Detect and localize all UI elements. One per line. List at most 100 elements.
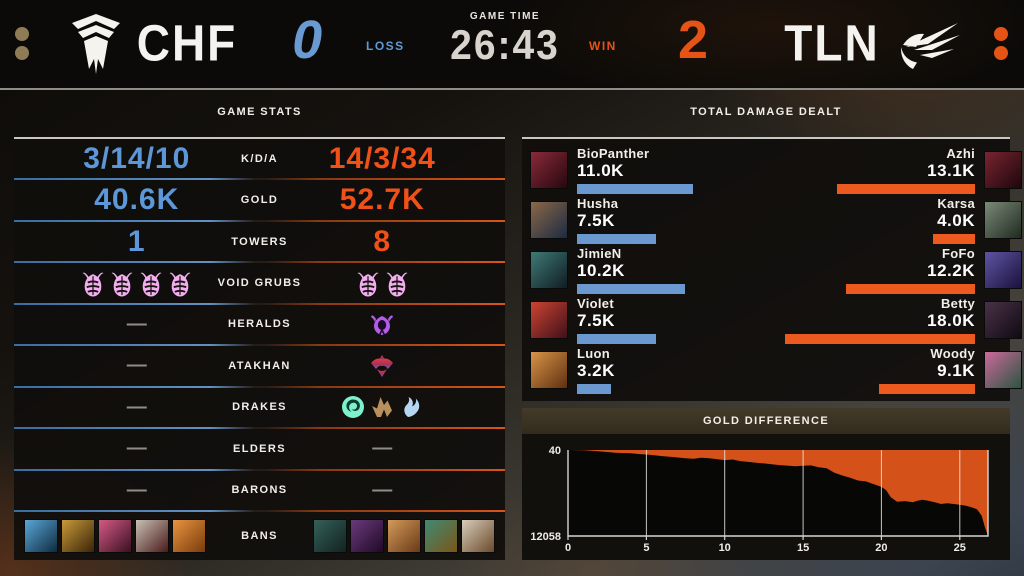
stat-row-drakes: — DRAKES bbox=[14, 388, 505, 427]
damage-right: Karsa 4.0K bbox=[776, 196, 984, 244]
stat-value: 40.6K bbox=[94, 183, 180, 217]
ban-portrait bbox=[98, 518, 132, 553]
player-name: Luon bbox=[577, 346, 610, 361]
gold-difference-header: GOLD DIFFERENCE bbox=[522, 408, 1010, 434]
damage-row: Luon 3.2K Woody 9.1K bbox=[530, 345, 1022, 395]
stat-value: 8 bbox=[373, 224, 392, 258]
champion-portrait bbox=[530, 151, 568, 189]
dot-icon bbox=[15, 46, 29, 60]
damage-value: 10.2K bbox=[577, 261, 625, 280]
damage-bar-track bbox=[577, 184, 767, 194]
stat-value: 3/14/10 bbox=[83, 141, 191, 175]
svg-text:25: 25 bbox=[954, 542, 966, 554]
stat-left-value: 3/14/10 bbox=[14, 142, 260, 176]
stat-row-elders: — ELDERS — bbox=[14, 429, 505, 468]
header-divider bbox=[522, 137, 1010, 139]
void-grub-icon bbox=[168, 270, 192, 297]
stat-left-value bbox=[14, 518, 260, 553]
row-divider bbox=[14, 468, 505, 471]
damage-value: 13.1K bbox=[927, 161, 975, 180]
left-team-score: 0 bbox=[287, 10, 329, 70]
row-divider bbox=[14, 219, 505, 222]
damage-left: Husha 7.5K bbox=[568, 196, 776, 244]
svg-text:12058: 12058 bbox=[530, 531, 561, 543]
damage-bar bbox=[846, 284, 975, 294]
dash: — bbox=[126, 354, 147, 377]
champion-portrait bbox=[530, 201, 568, 239]
stat-left-value: 1 bbox=[14, 225, 260, 259]
dash: — bbox=[372, 437, 393, 460]
game-stats-title: GAME STATS bbox=[217, 106, 302, 118]
game-time-label: GAME TIME bbox=[469, 11, 541, 22]
stat-left-value: 40.6K bbox=[14, 183, 260, 217]
damage-bar-track bbox=[785, 334, 975, 344]
stat-row-void-grubs: VOID GRUBS bbox=[14, 263, 505, 302]
damage-value: 4.0K bbox=[937, 211, 975, 230]
left-team-dots bbox=[15, 27, 29, 60]
stat-right-value: 8 bbox=[260, 225, 506, 259]
ban-portrait bbox=[313, 518, 347, 553]
stat-right-value: — bbox=[260, 437, 506, 460]
damage-bar-track bbox=[577, 384, 767, 394]
champion-portrait bbox=[984, 201, 1022, 239]
dot-icon bbox=[994, 27, 1008, 41]
row-divider bbox=[14, 261, 505, 264]
damage-value: 3.2K bbox=[577, 361, 615, 380]
damage-row: JimieN 10.2K FoFo 12.2K bbox=[530, 245, 1022, 295]
dash: — bbox=[126, 437, 147, 460]
champion-portrait bbox=[984, 251, 1022, 289]
left-team-abbr: CHF bbox=[136, 14, 238, 72]
ocean-drake-icon bbox=[341, 395, 365, 419]
damage-row: Husha 7.5K Karsa 4.0K bbox=[530, 195, 1022, 245]
atakhan-icon bbox=[369, 354, 395, 378]
mountain-drake-icon bbox=[370, 395, 394, 419]
svg-text:40: 40 bbox=[549, 445, 561, 457]
ban-portrait bbox=[135, 518, 169, 553]
ban-portrait bbox=[461, 518, 495, 553]
player-name: Husha bbox=[577, 196, 619, 211]
dash: — bbox=[372, 478, 393, 501]
damage-left: JimieN 10.2K bbox=[568, 246, 776, 294]
damage-right: Azhi 13.1K bbox=[776, 146, 984, 194]
void-grub-icon bbox=[81, 270, 105, 297]
right-team-result: WIN bbox=[589, 39, 617, 53]
damage-bar-track bbox=[785, 284, 975, 294]
herald-icon bbox=[370, 312, 394, 336]
damage-bar-track bbox=[577, 334, 767, 344]
stat-right-value: 14/3/34 bbox=[260, 142, 506, 176]
stat-right-value bbox=[260, 270, 506, 297]
damage-bar bbox=[837, 184, 975, 194]
damage-value: 11.0K bbox=[577, 161, 624, 180]
damage-value: 12.2K bbox=[927, 261, 975, 280]
left-team-result: LOSS bbox=[366, 39, 405, 53]
damage-right: Woody 9.1K bbox=[776, 346, 984, 394]
stat-right-value bbox=[260, 518, 506, 553]
stat-row-atakhan: — ATAKHAN bbox=[14, 346, 505, 385]
champion-portrait bbox=[530, 251, 568, 289]
damage-bar bbox=[577, 284, 685, 294]
damage-value: 7.5K bbox=[577, 311, 615, 330]
chf-team-logo-icon bbox=[70, 13, 122, 82]
stat-row-towers: 1 TOWERS 8 bbox=[14, 222, 505, 261]
ban-portrait bbox=[61, 518, 95, 553]
player-name: Betty bbox=[940, 296, 975, 311]
row-divider bbox=[14, 509, 505, 512]
damage-value: 18.0K bbox=[927, 311, 975, 330]
dot-icon bbox=[994, 46, 1008, 60]
damage-right: FoFo 12.2K bbox=[776, 246, 984, 294]
damage-bar bbox=[577, 234, 656, 244]
svg-text:5: 5 bbox=[643, 542, 649, 554]
damage-bar bbox=[577, 384, 611, 394]
ban-portrait bbox=[387, 518, 421, 553]
right-team-abbr: TLN bbox=[784, 14, 880, 72]
row-divider bbox=[14, 344, 505, 347]
stat-row-heralds: — HERALDS bbox=[14, 305, 505, 344]
right-column: TOTAL DAMAGE DEALT BioPanther 11.0K Azhi 13… bbox=[522, 106, 1022, 560]
void-grub-icon bbox=[139, 270, 163, 297]
stat-row-bans: BANS bbox=[14, 512, 505, 560]
damage-bar-track bbox=[785, 384, 975, 394]
damage-bar bbox=[933, 234, 975, 244]
stat-value: 14/3/34 bbox=[328, 141, 436, 175]
dash: — bbox=[126, 478, 147, 501]
